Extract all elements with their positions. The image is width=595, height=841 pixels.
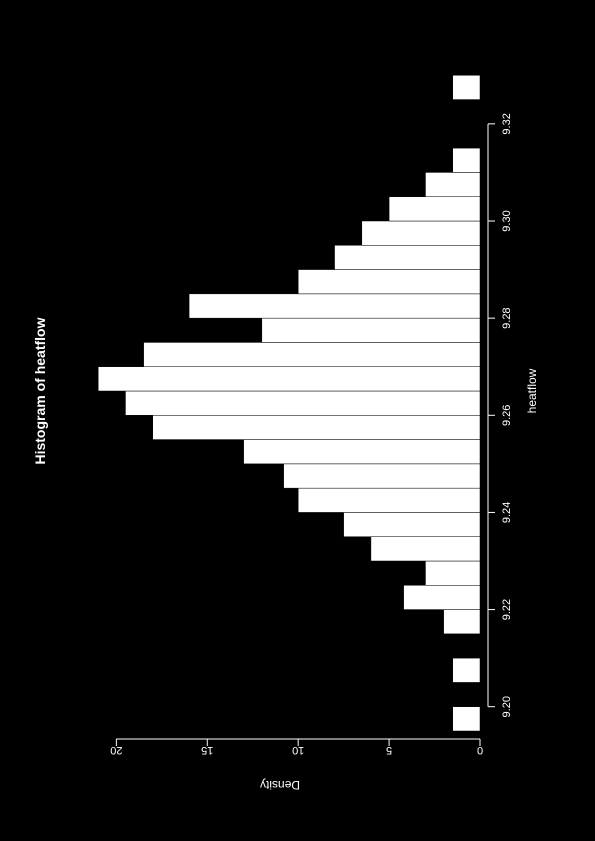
x-tick-label: 9.28 (501, 307, 513, 328)
histogram-bar (444, 610, 480, 634)
y-tick-label: 15 (201, 744, 213, 756)
histogram-bar (362, 221, 480, 245)
x-tick-label: 9.30 (501, 210, 513, 231)
histogram-bar (335, 245, 480, 269)
y-tick-label: 10 (292, 744, 304, 756)
histogram-bar (344, 512, 480, 536)
histogram-bar (144, 342, 480, 366)
histogram-bar (425, 172, 480, 196)
y-tick-label: 0 (477, 744, 483, 756)
histogram-bar (153, 415, 480, 439)
x-tick-label: 9.32 (501, 113, 513, 134)
histogram-bar (389, 197, 480, 221)
x-tick-label: 9.22 (501, 599, 513, 620)
histogram-bar (453, 148, 480, 172)
histogram-bar (98, 367, 480, 391)
histogram-bar (453, 707, 480, 731)
histogram-bar (425, 561, 480, 585)
histogram-bar (284, 464, 480, 488)
x-tick-label: 9.24 (501, 502, 513, 523)
y-tick-label: 20 (110, 744, 122, 756)
histogram-bar (404, 585, 480, 609)
x-tick-label: 9.20 (501, 696, 513, 717)
chart-title: Histogram of heatflow (32, 317, 48, 464)
histogram-bar (453, 75, 480, 99)
histogram-bar (371, 537, 480, 561)
y-tick-label: 5 (386, 744, 392, 756)
histogram-bar (262, 318, 480, 342)
histogram-chart: 9.20 9.22 9.24 9.26 9.28 9.30 9.32 0 5 10 15 20 Hi… (0, 0, 595, 841)
histogram-bar (244, 440, 480, 464)
y-axis-label: Density (260, 778, 300, 792)
histogram-bar (189, 294, 480, 318)
histogram-bar (298, 488, 480, 512)
x-axis-label: heatflow (525, 368, 539, 413)
histogram-bar (298, 270, 480, 294)
histogram-bar (125, 391, 480, 415)
histogram-bar (453, 658, 480, 682)
x-tick-label: 9.26 (501, 405, 513, 426)
